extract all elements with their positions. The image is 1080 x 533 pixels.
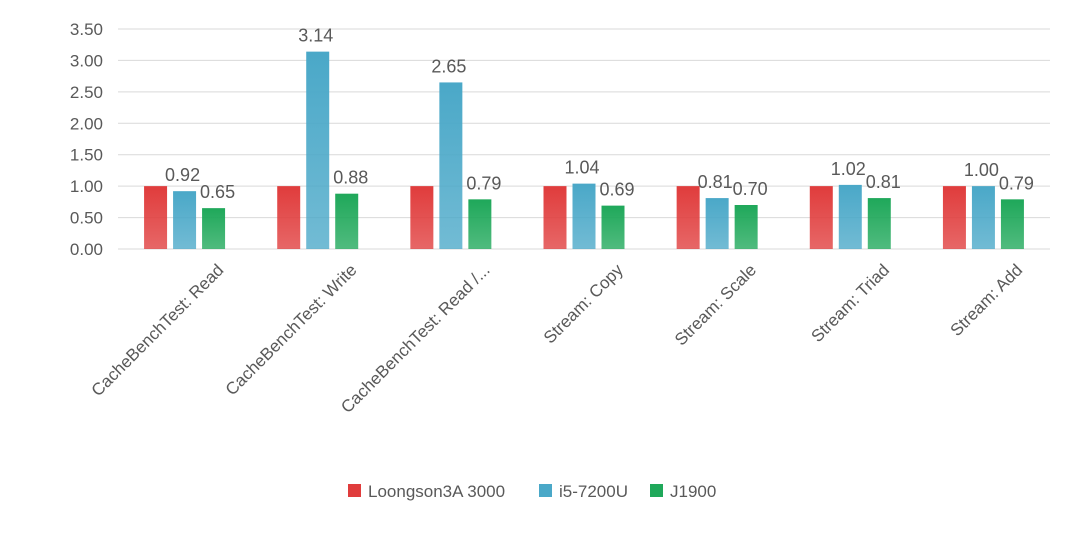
legend: Loongson3A 3000 i5-7200U J1900 — [348, 482, 716, 501]
bar-j1900 — [734, 205, 758, 249]
legend-swatch — [348, 484, 361, 497]
legend-label: J1900 — [670, 482, 716, 501]
bar-j1900 — [468, 199, 492, 249]
x-tick-label: CacheBenchTest: Read — [88, 260, 228, 400]
data-label: 3.14 — [298, 26, 333, 46]
data-label: 1.04 — [564, 158, 599, 178]
data-label: 1.02 — [831, 159, 866, 179]
bar-loongson3a-3000 — [277, 186, 301, 249]
bar-j1900 — [601, 205, 625, 249]
bar-loongson3a-3000 — [676, 186, 700, 249]
y-tick-label: 2.00 — [70, 114, 103, 133]
bar-loongson3a-3000 — [144, 186, 168, 249]
data-label: 0.81 — [698, 172, 733, 192]
y-tick-label: 3.00 — [70, 51, 103, 70]
bar-i5-7200u — [439, 82, 463, 249]
y-tick-label: 3.50 — [70, 20, 103, 39]
y-tick-label: 1.50 — [70, 146, 103, 165]
bar-loongson3a-3000 — [809, 186, 833, 249]
bar-loongson3a-3000 — [543, 186, 567, 249]
data-label: 0.79 — [999, 173, 1034, 193]
y-tick-label: 0.50 — [70, 209, 103, 228]
x-tick-label: Stream: Scale — [671, 260, 760, 349]
data-label: 0.69 — [599, 180, 634, 200]
data-label: 0.92 — [165, 165, 200, 185]
bar-loongson3a-3000 — [410, 186, 434, 249]
data-label: 2.65 — [431, 56, 466, 76]
data-label: 0.79 — [466, 173, 501, 193]
legend-label: i5-7200U — [559, 482, 628, 501]
bar-i5-7200u — [572, 183, 596, 249]
x-tick-label: CacheBenchTest: Read /... — [337, 260, 493, 416]
legend-label: Loongson3A 3000 — [368, 482, 505, 501]
bars — [144, 51, 1024, 249]
data-label: 0.81 — [866, 172, 901, 192]
bar-j1900 — [867, 198, 891, 249]
data-label: 0.70 — [733, 179, 768, 199]
bar-j1900 — [202, 208, 226, 249]
bar-i5-7200u — [705, 198, 729, 249]
bar-i5-7200u — [306, 51, 330, 249]
x-tick-label: Stream: Copy — [540, 260, 627, 347]
data-label: 0.88 — [333, 168, 368, 188]
y-tick-label: 1.00 — [70, 177, 103, 196]
data-label: 1.00 — [964, 160, 999, 180]
x-tick-label: Stream: Triad — [808, 260, 894, 346]
bar-i5-7200u — [838, 184, 862, 249]
bar-loongson3a-3000 — [942, 186, 966, 249]
legend-swatch — [650, 484, 663, 497]
x-tick-label: CacheBenchTest: Write — [222, 260, 361, 399]
bar-i5-7200u — [971, 186, 995, 249]
data-labels: 0.920.653.140.882.650.791.040.69 0.81 0.70… — [165, 26, 1034, 203]
bar-j1900 — [335, 193, 359, 249]
bar-j1900 — [1000, 199, 1024, 249]
legend-swatch — [539, 484, 552, 497]
data-label: 0.65 — [200, 182, 235, 202]
y-tick-label: 0.00 — [70, 240, 103, 259]
y-tick-label: 2.50 — [70, 83, 103, 102]
y-axis-ticks: 0.00 0.50 1.00 1.50 2.00 2.50 3.00 3.50 — [70, 20, 103, 259]
x-tick-label: Stream: Add — [947, 260, 1027, 340]
bar-i5-7200u — [173, 191, 197, 249]
